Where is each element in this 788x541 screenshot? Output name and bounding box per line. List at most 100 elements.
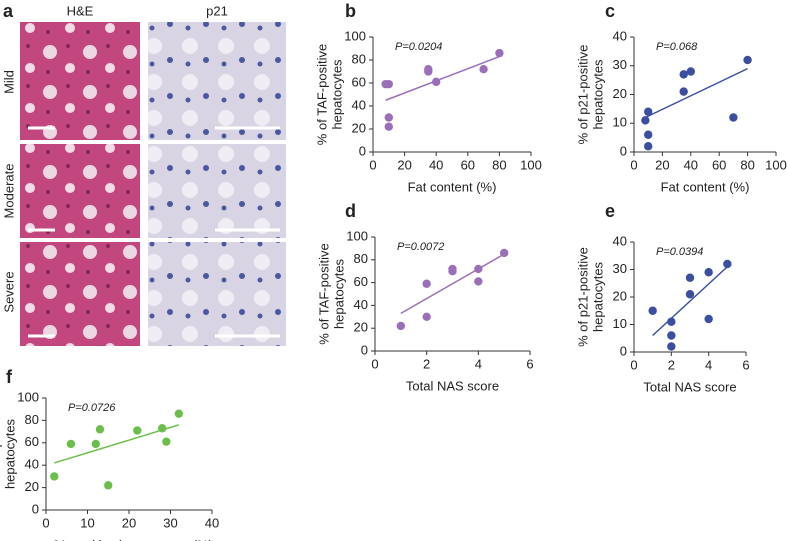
point — [679, 87, 688, 96]
point — [667, 331, 676, 340]
point — [474, 277, 483, 286]
point — [50, 472, 59, 481]
point — [162, 437, 171, 446]
point — [644, 107, 653, 116]
y-tick-label: 0 — [620, 343, 627, 358]
x-tick-label: 20 — [122, 515, 136, 530]
y-axis-label: hepatocytes — [331, 258, 346, 329]
x-tick-label: 6 — [742, 357, 749, 372]
y-axis-label: % of TAF-positive — [316, 243, 331, 344]
x-axis-label: Fat content (%) — [661, 179, 750, 194]
p-value: P=0.0394 — [656, 246, 703, 258]
x-tick-label: 100 — [765, 157, 787, 172]
micrographs — [20, 22, 286, 346]
point — [704, 314, 713, 324]
point — [474, 264, 483, 274]
y-axis-label: hepatocytes — [590, 59, 605, 130]
y-axis-label: hepatocytes — [2, 418, 17, 489]
y-axis-label: hepatocytes — [329, 59, 344, 130]
panel-letter: f — [6, 367, 13, 387]
point — [66, 439, 76, 449]
point — [644, 130, 653, 139]
x-tick-label: 20 — [655, 157, 669, 172]
point — [648, 306, 657, 315]
x-tick-label: 80 — [740, 157, 754, 172]
y-tick-label: 10 — [613, 316, 627, 331]
x-tick-label: 2 — [668, 357, 675, 372]
point — [174, 409, 183, 418]
point — [499, 248, 509, 258]
point — [396, 321, 406, 331]
y-tick-label: 100 — [346, 228, 368, 243]
x-tick-label: 100 — [520, 157, 542, 172]
point — [158, 424, 167, 433]
fit-line — [652, 266, 728, 337]
y-tick-label: 60 — [354, 274, 368, 289]
point — [743, 55, 752, 65]
y-tick-label: 20 — [613, 288, 627, 303]
x-tick-label: 2 — [423, 356, 430, 371]
p-value: P=0.0726 — [68, 402, 116, 414]
point — [686, 67, 695, 76]
point — [384, 113, 393, 122]
point — [91, 439, 101, 449]
panel-letter: c — [605, 1, 615, 21]
x-tick-label: 60 — [461, 157, 475, 172]
y-tick-label: 0 — [32, 501, 39, 516]
point — [422, 312, 431, 321]
point — [667, 317, 676, 326]
y-tick-label: 0 — [361, 342, 368, 357]
x-tick-label: 40 — [684, 157, 698, 172]
point — [644, 142, 653, 151]
x-tick-label: 6 — [526, 356, 533, 371]
p-value: P=0.0072 — [397, 241, 444, 253]
fit-line — [645, 67, 748, 119]
fit-line — [54, 424, 180, 464]
y-tick-label: 80 — [354, 251, 368, 266]
y-axis-label: % of p21-positive — [575, 45, 590, 145]
panel-letter: b — [345, 1, 356, 21]
point — [424, 67, 433, 76]
x-tick-label: 0 — [630, 357, 637, 372]
x-tick-label: 40 — [205, 515, 219, 530]
point — [641, 116, 650, 125]
y-tick-label: 20 — [613, 86, 627, 101]
x-tick-label: 4 — [705, 357, 712, 372]
x-tick-label: 0 — [42, 515, 49, 530]
x-tick-label: 60 — [712, 157, 726, 172]
x-axis-label: Total NAS score — [643, 379, 736, 394]
x-tick-label: 10 — [80, 515, 94, 530]
row-header: Mild — [1, 70, 16, 94]
y-tick-label: 80 — [352, 51, 366, 66]
point — [133, 426, 142, 435]
y-tick-label: 20 — [352, 120, 366, 135]
y-tick-label: 10 — [613, 115, 627, 130]
x-tick-label: 4 — [475, 356, 482, 371]
x-tick-label: 0 — [630, 157, 637, 172]
point — [729, 113, 738, 122]
column-header: p21 — [206, 3, 228, 18]
point — [104, 481, 113, 490]
y-axis-label: % of TAF-positive — [314, 44, 329, 145]
y-tick-label: 40 — [613, 28, 627, 43]
x-tick-label: 0 — [371, 356, 378, 371]
panel-letter: d — [345, 201, 356, 221]
point — [95, 425, 105, 434]
x-tick-label: 20 — [397, 157, 411, 172]
y-tick-label: 40 — [352, 97, 366, 112]
y-tick-label: 40 — [354, 297, 368, 312]
point — [679, 70, 688, 79]
y-tick-label: 0 — [359, 143, 366, 158]
panel-letter: e — [605, 201, 615, 221]
y-tick-label: 30 — [613, 261, 627, 276]
x-tick-label: 0 — [369, 157, 376, 172]
fit-line — [385, 55, 500, 101]
x-tick-label: 40 — [429, 157, 443, 172]
point — [384, 79, 393, 89]
x-axis-label: Total NAS score — [406, 378, 499, 393]
y-tick-label: 30 — [613, 57, 627, 72]
panel-letter: a — [3, 1, 14, 21]
row-header: Moderate — [1, 164, 16, 219]
column-header: H&E — [67, 3, 94, 18]
y-axis-label: % of TAF-positive — [0, 403, 2, 504]
